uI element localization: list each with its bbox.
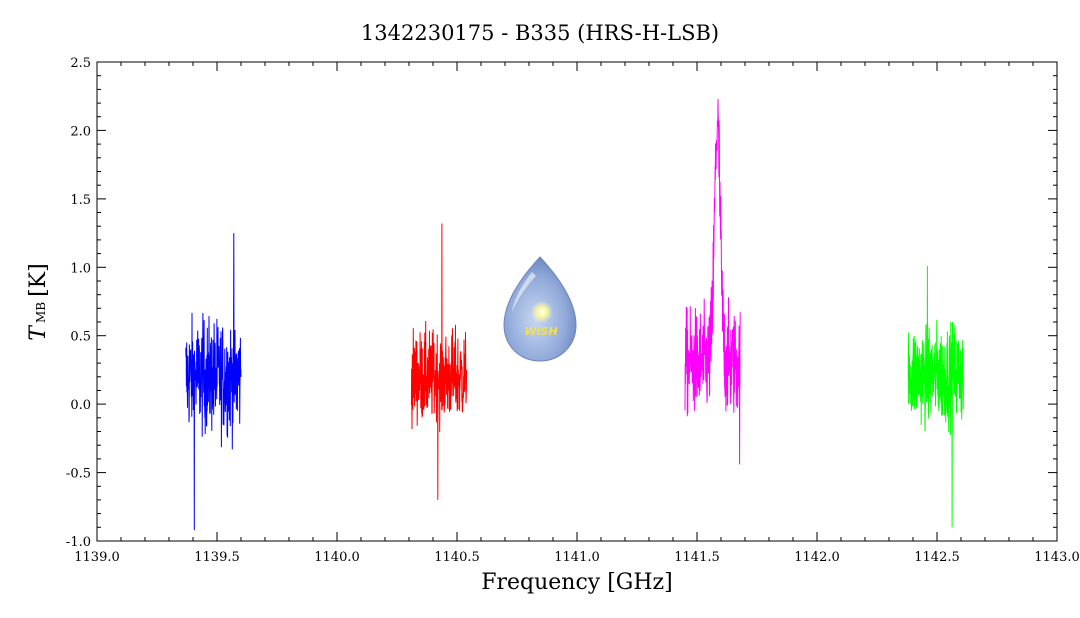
ticks-layer <box>96 61 1058 542</box>
spectrum-line-1 <box>185 233 242 531</box>
x-tick-label: 1141.5 <box>674 550 720 565</box>
logo-text: WISH <box>524 325 557 338</box>
y-tick-label: -1.0 <box>66 535 91 550</box>
spectrum-series-2 <box>410 223 468 500</box>
star-icon <box>531 301 553 323</box>
x-tick-label: 1142.0 <box>794 550 840 565</box>
x-tick-label: 1140.0 <box>314 550 360 565</box>
x-tick-label: 1139.5 <box>194 550 240 565</box>
spectrum-line-2 <box>410 223 468 500</box>
x-tick-label: 1143.0 <box>1034 550 1080 565</box>
y-tick-label: 1.5 <box>70 193 91 208</box>
series-layer <box>185 98 964 531</box>
y-axis-symbol: T <box>26 324 51 341</box>
y-tick-label: 1.0 <box>70 261 91 276</box>
x-tick-label: 1140.5 <box>434 550 480 565</box>
y-tick-label: 2.5 <box>70 56 91 71</box>
spectrum-series-3 <box>684 98 741 465</box>
chart-title: 1342230175 - B335 (HRS-H-LSB) <box>361 21 719 45</box>
spectrum-series-1 <box>185 233 242 531</box>
x-tick-label: 1141.0 <box>554 550 600 565</box>
tick-labels-layer: 1139.0 1139.5 1140.0 1140.5 1141.0 1141.5 1142… <box>66 56 1080 565</box>
x-axis-label: Frequency [GHz] <box>481 570 673 595</box>
y-axis-label: TMB [K] <box>26 263 51 340</box>
plot-frame <box>96 61 1058 542</box>
y-axis-subscript: MB <box>34 302 48 323</box>
x-tick-label: 1142.5 <box>914 550 960 565</box>
y-axis-unit: [K] <box>26 263 51 297</box>
spectrum-line-4 <box>907 265 964 528</box>
y-tick-label: 0.5 <box>70 330 91 345</box>
x-tick-label: 1139.0 <box>74 550 120 565</box>
wish-logo: WISH <box>503 256 577 362</box>
y-tick-label: 0.0 <box>70 398 91 413</box>
y-tick-label: 2.0 <box>70 124 91 139</box>
y-tick-label: -0.5 <box>66 467 91 482</box>
spectrum-line-3 <box>684 98 741 465</box>
spectrum-series-4 <box>907 265 964 528</box>
